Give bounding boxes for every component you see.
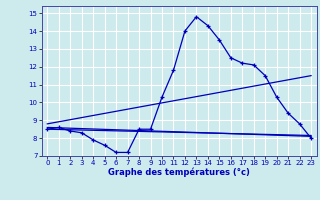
X-axis label: Graphe des températures (°c): Graphe des températures (°c) [108,168,250,177]
